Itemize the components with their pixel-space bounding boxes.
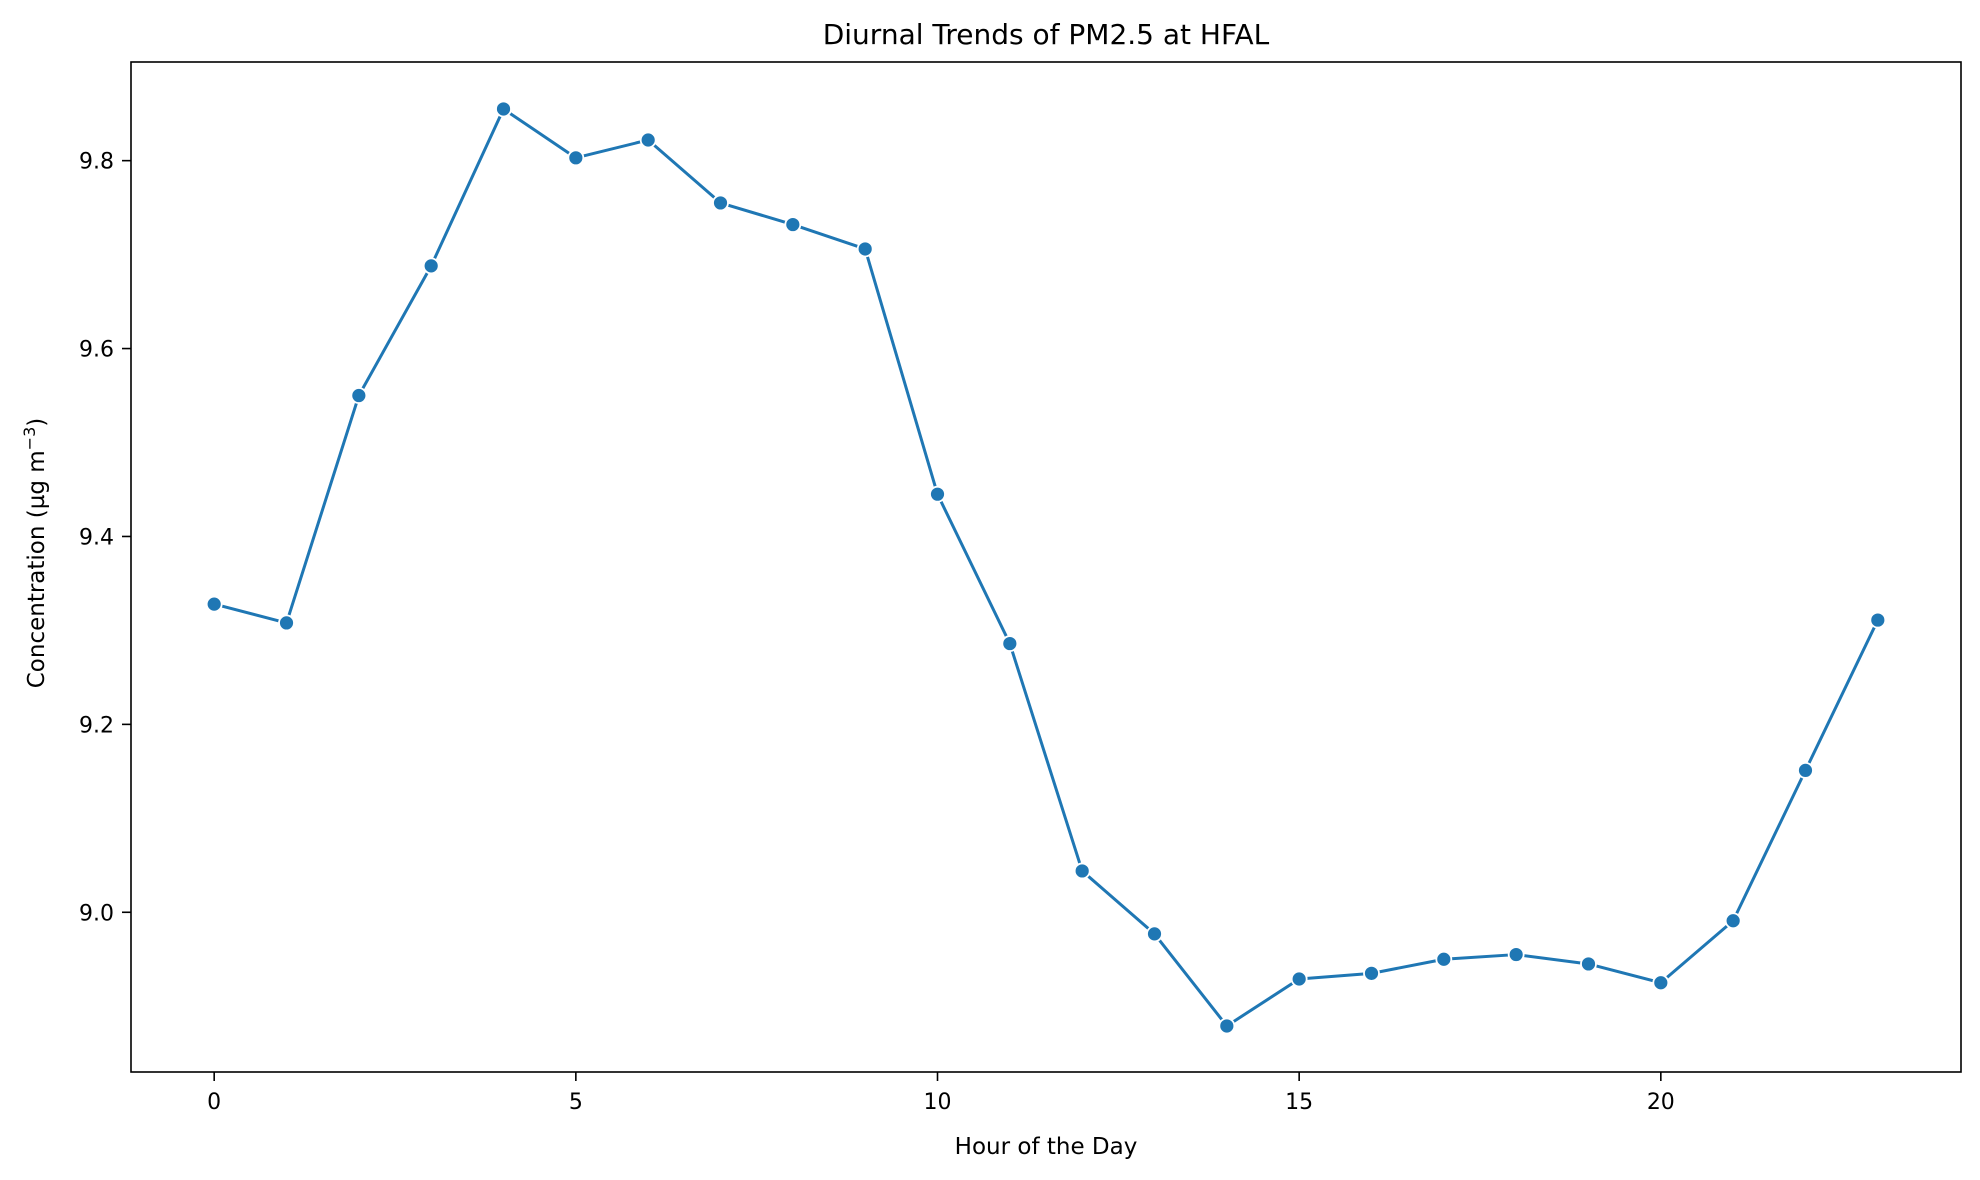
data-point: [929, 485, 946, 503]
data-point: [1435, 950, 1453, 968]
data-point: [1580, 955, 1597, 973]
x-tick-label: 10: [924, 1090, 952, 1115]
y-tick-label: 9.4: [79, 525, 114, 550]
data-point: [1290, 970, 1308, 988]
plot-frame: [130, 61, 1962, 1073]
series-line: [213, 107, 1880, 1028]
y-tick-label: 9.8: [79, 150, 114, 175]
chart-title: Diurnal Trends of PM2.5 at HFAL: [823, 18, 1270, 51]
y-axis-label: Concentration (µg m−3): [20, 418, 50, 689]
data-point: [1869, 611, 1887, 629]
data-point: [856, 240, 874, 258]
data-point: [784, 216, 802, 233]
data-point: [712, 194, 729, 212]
data-point: [1073, 862, 1091, 880]
plot-area: [205, 100, 1887, 1035]
y-axis-label-end: ): [24, 418, 50, 427]
data-point: [278, 614, 295, 632]
data-point: [1001, 635, 1019, 652]
x-axis: 0 5 10 15 20: [207, 1072, 1675, 1115]
y-tick-label: 9.6: [79, 338, 114, 363]
data-point: [1218, 1017, 1236, 1035]
data-point: [1363, 964, 1380, 982]
x-tick-label: 15: [1285, 1090, 1313, 1115]
data-point: [495, 100, 512, 118]
y-tick-label: 9.2: [79, 713, 114, 738]
data-point: [1652, 974, 1670, 992]
data-point: [1507, 946, 1525, 963]
x-axis-label: Hour of the Day: [955, 1134, 1138, 1160]
y-axis-label-superscript: −3: [20, 427, 39, 451]
data-point: [205, 595, 223, 613]
data-point: [639, 131, 657, 149]
x-tick-label: 5: [569, 1090, 583, 1115]
y-axis-label-main: Concentration (µg m: [24, 450, 50, 688]
y-tick-label: 9.0: [79, 901, 114, 926]
data-point: [1146, 925, 1163, 943]
data-point: [422, 257, 440, 275]
data-point: [1797, 762, 1814, 779]
y-axis: 9.0 9.2 9.4 9.6 9.8: [79, 150, 131, 926]
x-tick-label: 20: [1647, 1090, 1675, 1115]
data-point: [350, 387, 368, 404]
data-point: [567, 149, 585, 167]
data-point: [1724, 912, 1742, 930]
x-tick-label: 0: [207, 1090, 221, 1115]
